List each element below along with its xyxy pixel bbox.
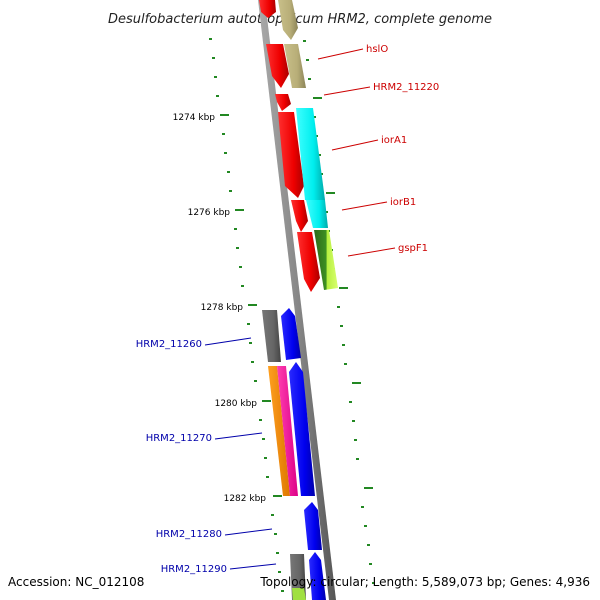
gene-arrow[interactable]: [297, 232, 320, 292]
kbp-label: 1278 kbp: [201, 303, 244, 313]
gene-label-gspF1[interactable]: gspF1: [398, 243, 428, 254]
gene-arrow-hslO[interactable]: [284, 44, 306, 88]
gene-arrow[interactable]: [278, 112, 304, 198]
gene-label-HRM2_11270[interactable]: HRM2_11270: [146, 433, 212, 444]
gene-arrow[interactable]: [266, 44, 289, 88]
gene-label-hslO[interactable]: hslO: [366, 44, 388, 55]
inner-tick-marks: [209, 38, 284, 592]
gene-arrow[interactable]: [262, 310, 281, 362]
gene-label-HRM2_11220[interactable]: HRM2_11220: [373, 82, 439, 93]
kbp-label: 1282 kbp: [224, 494, 267, 504]
gene-label-HRM2_11290[interactable]: HRM2_11290: [161, 564, 227, 575]
gene-arrow-gspF1[interactable]: [314, 230, 338, 290]
gene-arrow[interactable]: [275, 94, 291, 111]
gene-arrow-iorA1[interactable]: [306, 200, 328, 228]
gene-arrow-hslO[interactable]: [278, 0, 298, 40]
label-leader-lines: [204, 48, 396, 570]
kbp-label: 1274 kbp: [173, 113, 216, 123]
gene-arrow[interactable]: [304, 502, 322, 550]
gene-label-iorB1[interactable]: iorB1: [390, 197, 416, 208]
outer-band-genes: [278, 0, 338, 290]
genome-backbone: [258, 0, 336, 600]
gene-label-HRM2_11260[interactable]: HRM2_11260: [136, 339, 202, 350]
forward-strand-genes: [259, 0, 320, 292]
gene-arrow[interactable]: [309, 552, 326, 600]
gene-arrow[interactable]: [268, 366, 290, 496]
gene-arrow[interactable]: [292, 588, 306, 600]
kbp-label: 1276 kbp: [188, 208, 231, 218]
reverse-strand-genes: [262, 308, 326, 600]
gene-arrow[interactable]: [281, 308, 301, 360]
accession-text: Accession: NC_012108: [8, 575, 144, 589]
kbp-label: 1280 kbp: [215, 399, 258, 409]
map-title: Desulfobacterium autotrophicum HRM2, com…: [108, 12, 492, 27]
gene-label-iorA1[interactable]: iorA1: [381, 135, 407, 146]
gene-arrow[interactable]: [291, 200, 308, 232]
genome-summary-text: Topology: circular; Length: 5,589,073 bp…: [259, 575, 590, 589]
gene-arrow[interactable]: [289, 362, 315, 496]
gene-arrow[interactable]: [259, 0, 276, 18]
gene-arrow[interactable]: [277, 366, 298, 496]
gene-label-HRM2_11280[interactable]: HRM2_11280: [156, 529, 222, 540]
gene-arrow-iorA1[interactable]: [296, 108, 325, 200]
